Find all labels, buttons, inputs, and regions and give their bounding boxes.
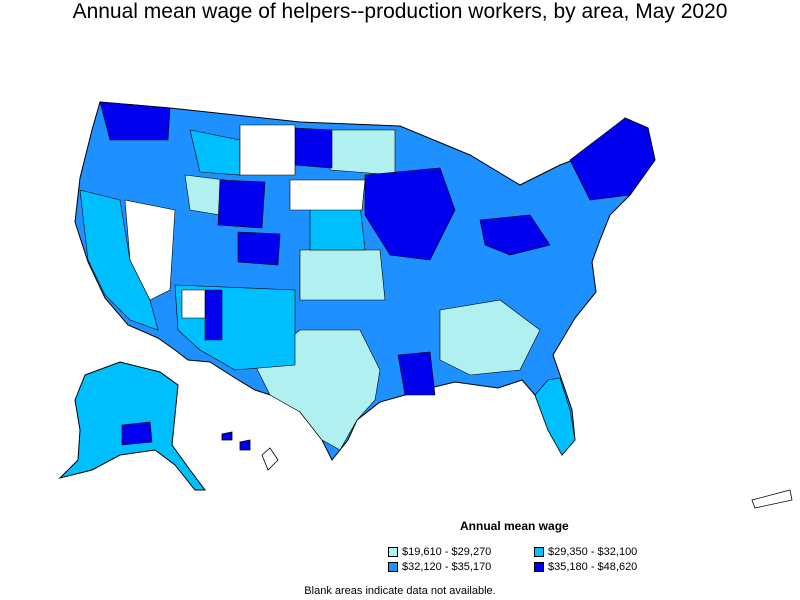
region-northdakota-light bbox=[329, 129, 396, 176]
legend-swatch-4 bbox=[534, 562, 544, 572]
region-plains-light bbox=[299, 249, 386, 301]
region-washington-high bbox=[99, 101, 171, 141]
region-southdakota-nodata bbox=[289, 179, 366, 211]
region-southeast-light bbox=[439, 299, 541, 376]
hawaii-island-maui bbox=[239, 439, 251, 451]
region-ohio-high bbox=[479, 214, 551, 256]
legend-label-2: $29,350 - $32,100 bbox=[548, 546, 638, 558]
puerto-rico-outline bbox=[751, 489, 793, 509]
legend-item-1: $19,610 - $29,270 bbox=[388, 546, 491, 558]
legend-item-3: $32,120 - $35,170 bbox=[388, 561, 491, 573]
legend-item-2: $29,350 - $32,100 bbox=[534, 546, 637, 558]
region-newmexico-high bbox=[204, 289, 223, 341]
region-california-mid bbox=[79, 189, 159, 331]
region-wyoming-high bbox=[217, 179, 266, 229]
legend-item-4: $35,180 - $48,620 bbox=[534, 561, 637, 573]
region-northeast-high bbox=[569, 117, 656, 201]
hawaii-island-big bbox=[261, 447, 279, 471]
legend-title: Annual mean wage bbox=[460, 519, 569, 533]
region-northdakota-high bbox=[294, 127, 333, 169]
region-louisiana-high bbox=[397, 351, 436, 396]
legend-label-3: $32,120 - $35,170 bbox=[402, 561, 492, 573]
alaska-region-high bbox=[121, 421, 153, 446]
map-title: Annual mean wage of helpers--production … bbox=[72, 0, 728, 23]
region-midwest-mid bbox=[309, 204, 366, 251]
legend-label-4: $35,180 - $48,620 bbox=[548, 561, 638, 573]
region-florida-mid bbox=[534, 377, 576, 456]
legend-label-1: $19,610 - $29,270 bbox=[402, 546, 492, 558]
region-newmexico-nodata bbox=[181, 289, 206, 319]
footnote: Blank areas indicate data not available. bbox=[304, 585, 496, 597]
region-colorado-high bbox=[237, 231, 281, 266]
region-greatlakes-high bbox=[364, 167, 456, 261]
legend-swatch-1 bbox=[388, 547, 398, 557]
legend-swatch-2 bbox=[534, 547, 544, 557]
region-nevada-nodata bbox=[124, 199, 176, 301]
region-montana-nodata bbox=[239, 124, 296, 176]
legend-swatch-3 bbox=[388, 562, 398, 572]
hawaii-island-oahu bbox=[221, 431, 233, 441]
